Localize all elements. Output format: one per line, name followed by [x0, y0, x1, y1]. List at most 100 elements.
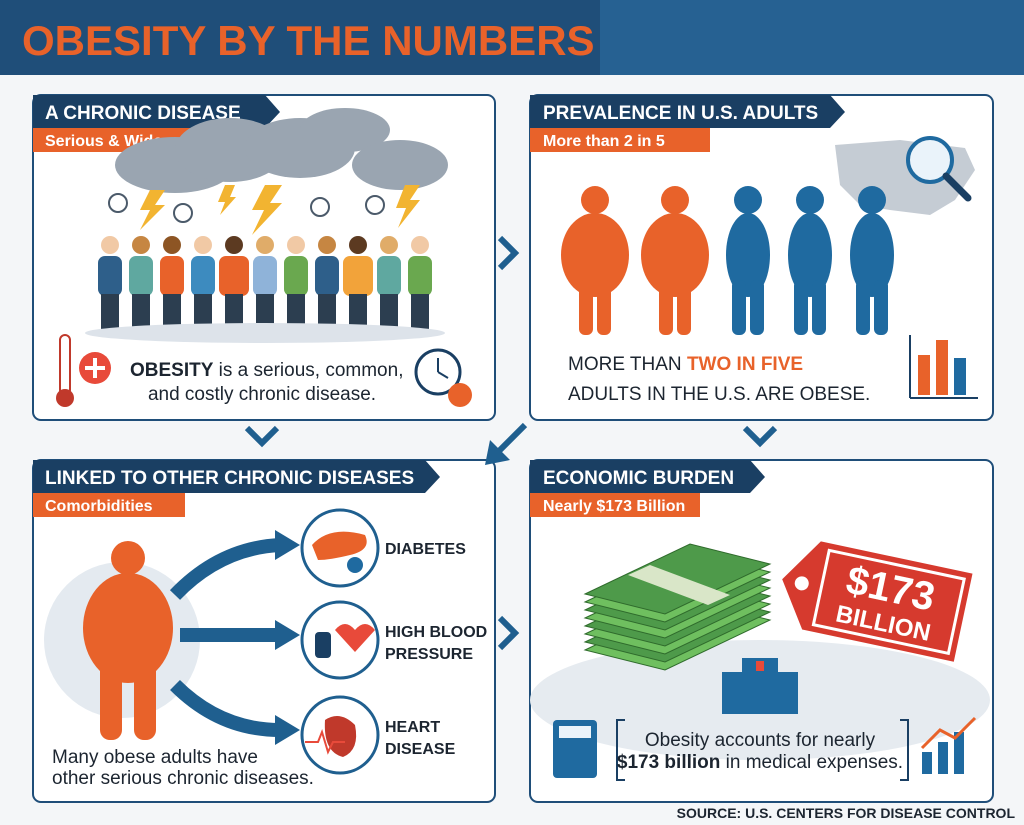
person-legs — [380, 294, 398, 330]
arrows — [169, 538, 281, 737]
band — [628, 565, 730, 605]
person-legs — [194, 294, 212, 330]
adult-figure — [641, 186, 709, 335]
chart-icon — [920, 716, 977, 774]
money-stack — [583, 543, 772, 671]
figure-leg — [874, 280, 888, 335]
figure-leg — [659, 280, 673, 335]
person — [284, 236, 308, 330]
header-accent — [600, 0, 1024, 75]
person-legs — [101, 294, 119, 330]
person-head — [101, 236, 119, 254]
panel-subheading: Nearly $173 Billion — [543, 498, 685, 515]
adult-figure — [788, 186, 832, 335]
figure-body — [726, 213, 770, 297]
person-body — [129, 256, 153, 296]
figure-leg — [856, 280, 870, 335]
bar-icon — [909, 335, 978, 399]
figure-leg — [579, 280, 593, 335]
panel-text: ADULTS IN THE U.S. ARE OBESE. — [568, 384, 870, 405]
figure-head — [858, 186, 886, 214]
person-legs — [132, 294, 150, 330]
person-body — [219, 256, 249, 296]
figure-leg — [812, 280, 826, 335]
panel-text: OBESITY is a serious, common, — [130, 360, 403, 381]
person — [160, 236, 184, 330]
disease-label: HIGH BLOOD — [385, 624, 487, 641]
text-span: in medical expenses. — [720, 752, 903, 773]
person-legs — [287, 294, 305, 330]
text-span: is a serious, common, — [213, 360, 403, 381]
person-legs — [225, 294, 243, 330]
person-head — [411, 236, 429, 254]
person-head — [194, 236, 212, 254]
adult-figure — [561, 186, 629, 335]
person-body — [191, 256, 215, 296]
person — [253, 236, 277, 330]
figure-leg — [597, 280, 611, 335]
panel-text: MORE THAN TWO IN FIVE — [568, 354, 803, 375]
disease-label: PRESSURE — [385, 646, 473, 663]
disease-label: HEART — [385, 719, 440, 736]
figure-leg — [732, 280, 746, 335]
storm-clouds — [115, 108, 448, 193]
person-legs — [318, 294, 336, 330]
person-head — [225, 236, 243, 254]
person-body — [315, 256, 339, 296]
person — [191, 236, 215, 330]
panel-heading: LINKED TO OTHER CHRONIC DISEASES — [45, 468, 414, 489]
panel-text: and costly chronic disease. — [148, 384, 376, 405]
panel-heading: PREVALENCE IN U.S. ADULTS — [543, 103, 818, 124]
figure-body — [788, 213, 832, 297]
brackets — [616, 719, 909, 781]
person-legs — [256, 294, 274, 330]
person — [98, 236, 122, 330]
person-head — [163, 236, 181, 254]
figure-body — [850, 213, 894, 297]
disease-label: DISEASE — [385, 741, 456, 758]
connector-head — [485, 440, 510, 465]
disease-label: DIABETES — [385, 541, 466, 558]
panel-text: $173 billion in medical expenses. — [617, 752, 903, 773]
person-legs — [349, 294, 367, 330]
bold-text: $173 billion — [617, 752, 720, 773]
price-tag: $173 BILLION — [782, 541, 973, 662]
person-head — [132, 236, 150, 254]
adult-figures — [561, 186, 894, 335]
crowd-shadow — [85, 323, 445, 343]
panel-subheading: More than 2 in 5 — [543, 133, 665, 150]
adult-figure — [726, 186, 770, 335]
panel-heading: ECONOMIC BURDEN — [543, 468, 734, 489]
caption: Many obese adults have — [52, 747, 258, 768]
adult-figure — [850, 186, 894, 335]
person-head — [256, 236, 274, 254]
arrow-heads — [275, 530, 300, 745]
clock-icon — [414, 348, 472, 407]
person — [343, 236, 373, 330]
person-head — [349, 236, 367, 254]
figure-leg — [677, 280, 691, 335]
person-head — [318, 236, 336, 254]
person-legs — [411, 294, 429, 330]
person-body — [160, 256, 184, 296]
hospital-icon — [722, 658, 798, 714]
coin-icons — [108, 193, 385, 223]
person — [315, 236, 339, 330]
highlight-text: TWO IN FIVE — [687, 354, 803, 375]
person-body — [284, 256, 308, 296]
figure-body — [641, 213, 709, 297]
person-body — [343, 256, 373, 296]
title: OBESITY BY THE NUMBERS — [22, 17, 595, 64]
person-head — [287, 236, 305, 254]
person — [219, 236, 249, 330]
icon-details — [305, 531, 375, 757]
calculator-icon — [553, 720, 597, 778]
person — [377, 236, 401, 330]
figure-body — [561, 213, 629, 297]
figure-head — [661, 186, 689, 214]
person — [129, 236, 153, 330]
thermometer-icon — [56, 334, 111, 407]
figure-leg — [794, 280, 808, 335]
